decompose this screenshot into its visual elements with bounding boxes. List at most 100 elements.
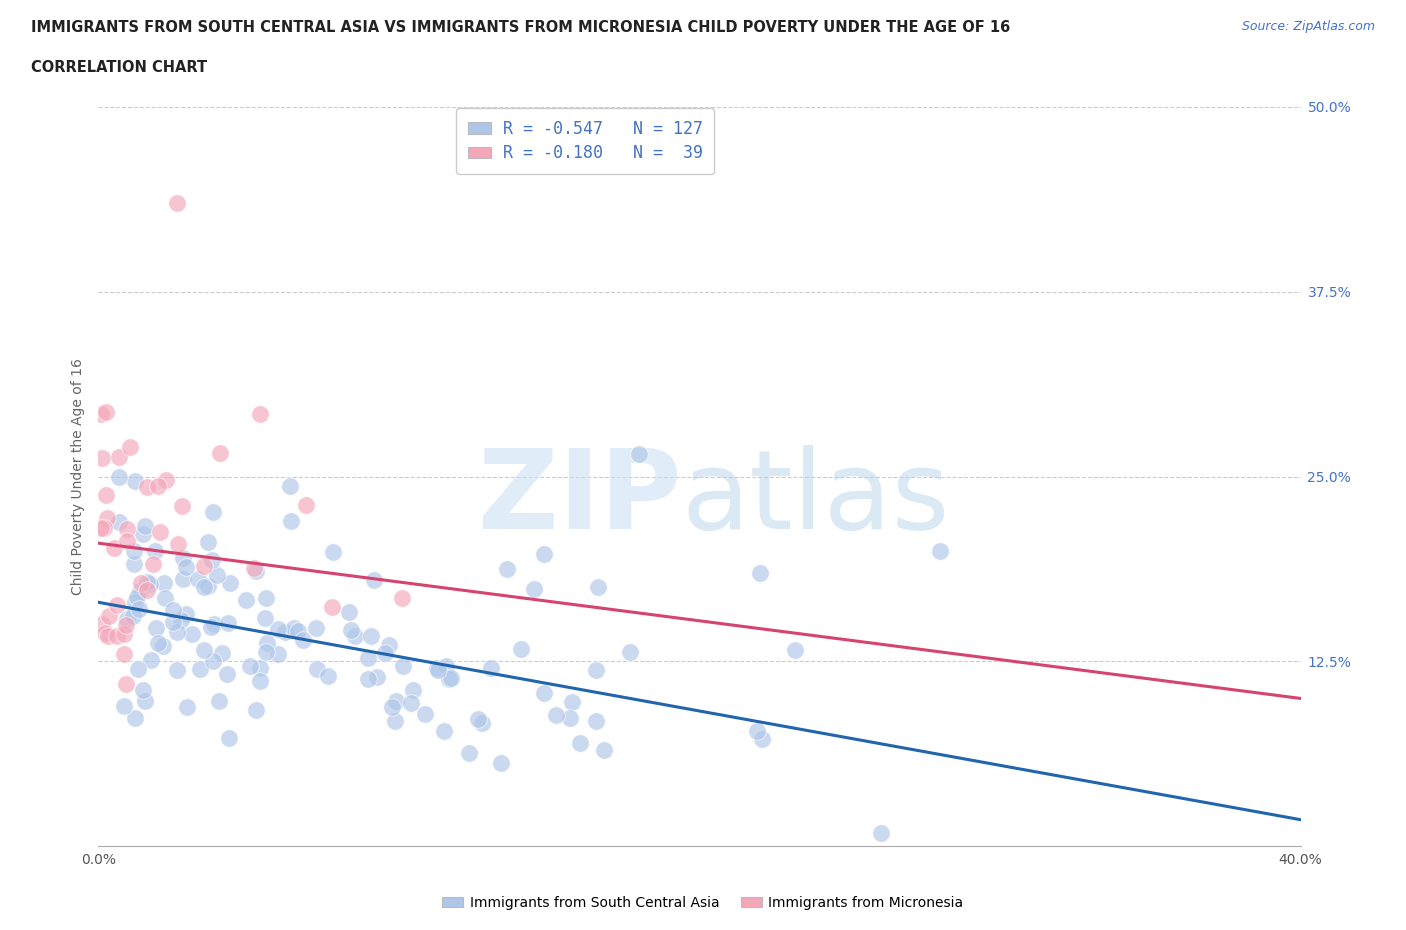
- Point: [129, 583, 152, 598]
- Point: [145, 620, 167, 635]
- Point: [479, 661, 502, 676]
- Point: [239, 658, 262, 673]
- Point: [337, 604, 360, 619]
- Point: [131, 576, 153, 591]
- Point: [217, 616, 239, 631]
- Point: [170, 498, 193, 513]
- Point: [174, 606, 197, 621]
- Point: [122, 543, 145, 558]
- Point: [193, 559, 215, 574]
- Point: [385, 694, 408, 709]
- Point: [181, 627, 204, 642]
- Point: [426, 663, 449, 678]
- Point: [544, 707, 567, 722]
- Point: [321, 600, 343, 615]
- Point: [467, 711, 489, 726]
- Point: [108, 449, 131, 464]
- Point: [152, 638, 174, 653]
- Point: [254, 644, 277, 659]
- Point: [125, 590, 148, 604]
- Legend: Immigrants from South Central Asia, Immigrants from Micronesia: Immigrants from South Central Asia, Immi…: [437, 891, 969, 916]
- Point: [391, 658, 413, 673]
- Point: [391, 591, 413, 605]
- Point: [219, 575, 242, 590]
- Point: [440, 671, 463, 685]
- Point: [93, 521, 115, 536]
- Point: [139, 577, 162, 591]
- Point: [187, 572, 209, 587]
- Point: [188, 662, 211, 677]
- Point: [215, 667, 238, 682]
- Point: [115, 677, 138, 692]
- Point: [90, 406, 112, 421]
- Point: [128, 602, 150, 617]
- Point: [218, 730, 240, 745]
- Point: [166, 537, 188, 551]
- Point: [170, 613, 193, 628]
- Point: [256, 635, 278, 650]
- Point: [153, 591, 176, 605]
- Point: [343, 629, 366, 644]
- Point: [134, 694, 156, 709]
- Point: [148, 479, 170, 494]
- Point: [295, 498, 318, 512]
- Point: [357, 651, 380, 666]
- Point: [433, 724, 456, 738]
- Point: [267, 646, 290, 661]
- Point: [402, 683, 425, 698]
- Point: [127, 661, 149, 676]
- Point: [560, 711, 582, 725]
- Legend: R = -0.547   N = 127, R = -0.180   N =  39: R = -0.547 N = 127, R = -0.180 N = 39: [456, 108, 714, 174]
- Text: atlas: atlas: [682, 445, 950, 552]
- Text: IMMIGRANTS FROM SOUTH CENTRAL ASIA VS IMMIGRANTS FROM MICRONESIA CHILD POVERTY U: IMMIGRANTS FROM SOUTH CENTRAL ASIA VS IM…: [31, 20, 1010, 35]
- Point: [245, 564, 267, 578]
- Point: [149, 525, 172, 539]
- Point: [142, 557, 165, 572]
- Point: [112, 627, 135, 642]
- Point: [628, 447, 651, 462]
- Point: [748, 565, 770, 580]
- Point: [274, 625, 297, 640]
- Point: [305, 662, 328, 677]
- Point: [115, 522, 138, 537]
- Point: [249, 407, 271, 422]
- Point: [366, 670, 388, 684]
- Point: [166, 625, 188, 640]
- Point: [136, 575, 159, 590]
- Point: [747, 724, 769, 738]
- Point: [495, 562, 517, 577]
- Point: [201, 552, 224, 567]
- Point: [322, 545, 344, 560]
- Point: [318, 669, 340, 684]
- Point: [172, 551, 194, 565]
- Point: [148, 635, 170, 650]
- Point: [287, 623, 309, 638]
- Point: [249, 660, 271, 675]
- Point: [929, 543, 952, 558]
- Point: [98, 608, 121, 623]
- Point: [132, 683, 155, 698]
- Point: [115, 618, 138, 632]
- Point: [124, 473, 146, 488]
- Point: [124, 711, 146, 725]
- Point: [235, 592, 257, 607]
- Point: [363, 573, 385, 588]
- Point: [135, 582, 157, 597]
- Point: [172, 571, 194, 586]
- Point: [90, 521, 112, 536]
- Point: [243, 561, 266, 576]
- Point: [523, 581, 546, 596]
- Point: [283, 620, 305, 635]
- Point: [561, 695, 583, 710]
- Point: [208, 694, 231, 709]
- Point: [155, 472, 177, 487]
- Point: [509, 642, 531, 657]
- Point: [201, 505, 224, 520]
- Y-axis label: Child Poverty Under the Age of 16: Child Poverty Under the Age of 16: [70, 358, 84, 595]
- Point: [97, 629, 120, 644]
- Point: [458, 746, 481, 761]
- Point: [533, 547, 555, 562]
- Point: [588, 579, 610, 594]
- Point: [292, 633, 315, 648]
- Point: [193, 579, 215, 594]
